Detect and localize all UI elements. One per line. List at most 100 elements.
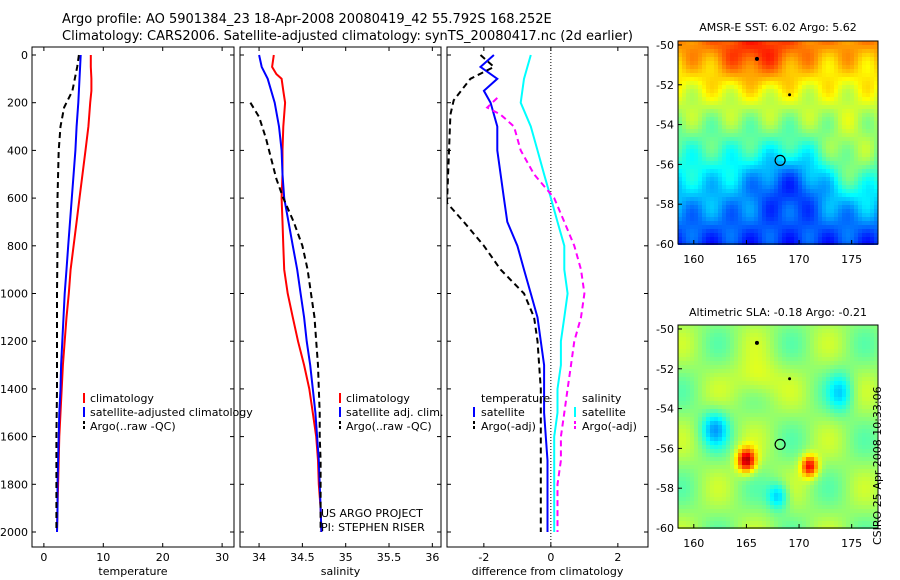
map-cell [858,193,862,197]
ytick-label: 1400 [0,383,28,396]
map-cell [814,521,818,525]
map-cell [822,93,826,97]
map-cell [746,129,750,133]
map-cell [834,409,838,413]
map-cell [714,61,718,65]
map-cell [842,45,846,49]
map-cell [702,57,706,61]
map-cell [798,205,802,209]
map-cell [686,353,690,357]
map-cell [682,405,686,409]
map-cell [802,393,806,397]
map-cell [682,77,686,81]
map-cell [746,213,750,217]
map-cell [806,329,810,333]
map-cell [830,417,834,421]
map-cell [786,129,790,133]
map-cell [822,445,826,449]
map-cell [810,361,814,365]
map-cell [802,493,806,497]
map-cell [850,153,854,157]
map-cell [826,365,830,369]
map-cell [678,101,682,105]
map-cell [682,173,686,177]
map-cell [794,477,798,481]
map-cell [806,221,810,225]
map-cell [710,517,714,521]
map-cell [790,413,794,417]
map-cell [678,485,682,489]
map-cell [782,101,786,105]
map-cell [722,61,726,65]
map-cell [682,465,686,469]
map-cell [738,205,742,209]
map-cell [698,389,702,393]
map-cell [790,489,794,493]
map-cell [686,361,690,365]
map-cell [834,77,838,81]
map-cell [774,177,778,181]
map-cell [738,189,742,193]
map-cell [682,421,686,425]
map-cell [762,361,766,365]
map-cell [778,93,782,97]
map-cell [822,185,826,189]
map-cell [822,57,826,61]
map-cell [834,109,838,113]
map-cell [762,65,766,69]
map-cell [814,485,818,489]
map-cell [702,409,706,413]
map-cell [746,209,750,213]
map-cell [698,393,702,397]
map-cell [698,121,702,125]
map-cell [762,337,766,341]
map-cell [726,445,730,449]
map-cell [702,65,706,69]
map-cell [718,377,722,381]
map-cell [778,381,782,385]
map-cell [862,61,866,65]
map-cell [842,469,846,473]
map-ytick-label: -52 [656,79,674,92]
map-cell [854,241,858,245]
map-cell [846,241,850,245]
map-cell [742,341,746,345]
map-cell [778,521,782,525]
map-cell [818,109,822,113]
map-cell [726,461,730,465]
map-cell [746,473,750,477]
map-cell [806,449,810,453]
map-cell [698,53,702,57]
map-cell [782,81,786,85]
map-cell [782,53,786,57]
map-cell [850,65,854,69]
map-cell [762,109,766,113]
map-cell [682,413,686,417]
map-cell [850,481,854,485]
map-cell [706,213,710,217]
map-cell [718,505,722,509]
map-cell [686,149,690,153]
map-cell [710,509,714,513]
map-cell [838,113,842,117]
map-cell [730,517,734,521]
map-cell [786,205,790,209]
map-cell [698,353,702,357]
map-cell [786,217,790,221]
map-cell [782,485,786,489]
map-cell [710,497,714,501]
map-cell [698,485,702,489]
map-cell [814,133,818,137]
map-cell [834,113,838,117]
map-cell [842,465,846,469]
map-cell [790,125,794,129]
map-cell [718,125,722,129]
map-cell [726,489,730,493]
map-cell [710,385,714,389]
map-cell [794,217,798,221]
map-cell [818,413,822,417]
map-cell [722,401,726,405]
map-cell [746,429,750,433]
map-cell [774,501,778,505]
map-cell [746,173,750,177]
